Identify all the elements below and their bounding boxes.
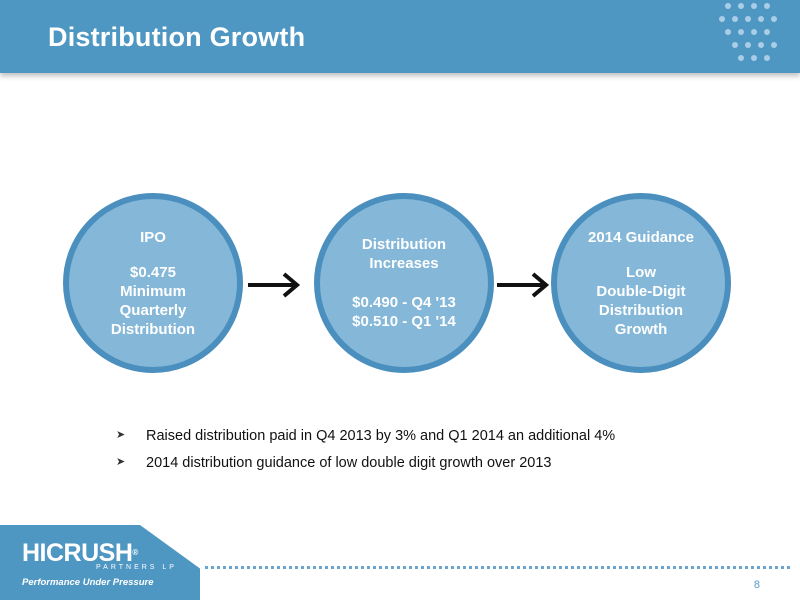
bullet-list: ➤ Raised distribution paid in Q4 2013 by… xyxy=(116,428,736,482)
guidance-body: Low Double-Digit Distribution Growth xyxy=(596,263,686,338)
arrow-bullet-icon: ➤ xyxy=(116,456,126,468)
guidance-circle: 2014 Guidance Low Double-Digit Distribut… xyxy=(551,193,731,373)
ipo-body: $0.475 Minimum Quarterly Distribution xyxy=(110,263,196,338)
arrow-bullet-icon: ➤ xyxy=(116,429,126,441)
distribution-increases-title: Distribution Increases xyxy=(361,236,447,272)
slide-title: Distribution Growth xyxy=(48,22,306,52)
footer-divider xyxy=(205,566,790,569)
distribution-increases-circle: Distribution Increases $0.490 - Q4 '13 $… xyxy=(314,193,494,373)
ipo-circle: IPO $0.475 Minimum Quarterly Distributio… xyxy=(63,193,243,373)
distribution-increases-body: $0.490 - Q4 '13 $0.510 - Q1 '14 xyxy=(352,294,456,330)
ipo-title: IPO xyxy=(140,228,166,246)
list-item: ➤ Raised distribution paid in Q4 2013 by… xyxy=(116,428,736,444)
list-item: ➤ 2014 distribution guidance of low doub… xyxy=(116,455,736,471)
logo-brand-right: CRUSH xyxy=(46,539,133,567)
page-number: 8 xyxy=(753,579,760,591)
logo-tagline: Performance Under Pressure xyxy=(22,577,154,588)
company-logo: HICRUSH® PARTNERS LP Performance Under P… xyxy=(22,540,182,590)
decorative-dots xyxy=(719,3,777,61)
right-arrow-icon xyxy=(248,272,301,298)
logo-brand-left: HI xyxy=(22,539,47,567)
logo-subtitle: PARTNERS LP xyxy=(96,564,177,571)
right-arrow-icon xyxy=(497,272,550,298)
guidance-title: 2014 Guidance xyxy=(588,228,694,246)
bullet-text: 2014 distribution guidance of low double… xyxy=(146,455,552,471)
logo-trademark: ® xyxy=(132,548,138,557)
header-bar: Distribution Growth xyxy=(0,0,800,73)
bullet-text: Raised distribution paid in Q4 2013 by 3… xyxy=(146,428,616,444)
